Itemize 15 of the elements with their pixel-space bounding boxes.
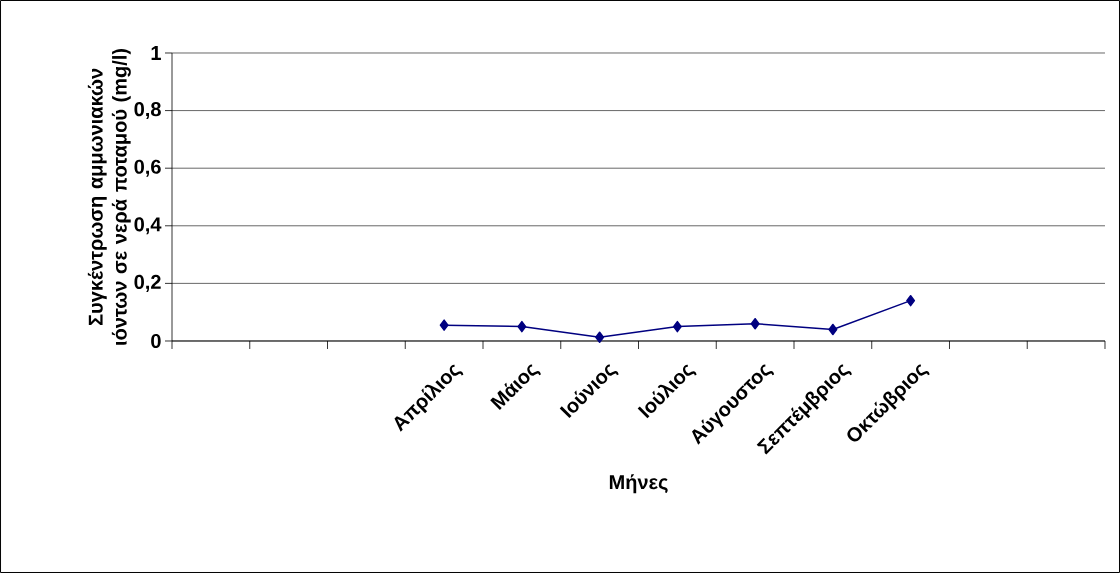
point (439, 319, 449, 331)
y-tick-label: 0,4 (134, 217, 162, 235)
y-tick-label: 1 (151, 46, 161, 60)
point (906, 294, 916, 307)
y-axis-title: Συγκέντρωση αμμωνιακών ιόντων σε νερά ποταμού (mg/l) (87, 48, 131, 345)
y-tick-label: 0,8 (134, 102, 161, 120)
point (517, 320, 527, 333)
point (672, 320, 682, 333)
y-tick-label: 0,2 (134, 274, 161, 292)
y-tick-label: 0 (151, 333, 161, 349)
point (828, 323, 838, 336)
point (595, 331, 605, 343)
x-axis-title: Μήνες (609, 474, 668, 494)
y-tick-label: 0,6 (134, 159, 161, 177)
point (750, 317, 760, 330)
